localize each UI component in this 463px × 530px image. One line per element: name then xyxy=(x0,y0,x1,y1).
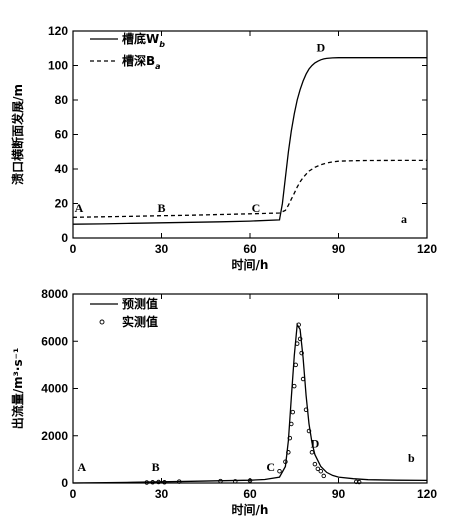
x-axis-label: 时间/h xyxy=(232,502,269,517)
data-point xyxy=(312,461,318,467)
y-tick-label: 8000 xyxy=(41,287,68,301)
data-point xyxy=(294,341,300,346)
legend-label: 预测值 xyxy=(122,296,158,311)
data-point xyxy=(162,480,167,485)
y-axis-label: 溃口横断面发展/m xyxy=(10,84,25,185)
data-point xyxy=(232,479,238,484)
data-point xyxy=(286,450,291,455)
data-point xyxy=(353,479,359,485)
data-point xyxy=(277,468,282,474)
data-point xyxy=(356,479,362,485)
series-line-1 xyxy=(72,322,428,484)
x-tick-label: 60 xyxy=(243,242,257,256)
data-point xyxy=(156,479,161,485)
annotation-label: A xyxy=(78,460,87,474)
data-point xyxy=(290,409,296,415)
y-tick-label: 0 xyxy=(61,231,68,245)
y-tick-label: 2000 xyxy=(41,429,68,443)
y-axis-label: 出流量/m³·s⁻¹ xyxy=(10,348,25,429)
x-tick-label: 120 xyxy=(417,487,437,501)
data-point xyxy=(247,478,253,483)
x-axis-label: 时间/h xyxy=(232,257,269,272)
data-point xyxy=(315,466,321,472)
data-point xyxy=(318,468,324,474)
x-tick-label: 0 xyxy=(70,487,77,501)
y-tick-label: 40 xyxy=(55,162,69,176)
panel-label: b xyxy=(408,451,415,465)
x-tick-label: 90 xyxy=(332,242,346,256)
annotation-label: C xyxy=(252,201,261,215)
x-tick-label: 60 xyxy=(243,487,257,501)
y-tick-label: 6000 xyxy=(41,334,68,348)
chart-panel-a: 0 30 60 90 120 0 20 40 60 80 100 120 时间/h 溃口横断面发展/m 槽底… xyxy=(10,24,437,272)
series-line-2 xyxy=(72,159,427,218)
annotation-label: D xyxy=(311,437,320,451)
y-tick-label: 60 xyxy=(55,128,69,142)
x-tick-label: 0 xyxy=(70,242,77,256)
data-point xyxy=(303,407,309,413)
data-point xyxy=(292,383,297,389)
data-point xyxy=(283,459,288,464)
legend-marker xyxy=(99,319,105,325)
x-tick-label: 90 xyxy=(332,487,346,501)
data-point xyxy=(300,376,306,382)
data-point xyxy=(299,350,304,356)
annotation-label: B xyxy=(152,460,160,474)
data-point xyxy=(309,450,315,455)
data-point xyxy=(218,478,223,484)
annotation-label: C xyxy=(266,460,275,474)
legend-label: 实测值 xyxy=(122,314,158,329)
y-tick-label: 4000 xyxy=(41,382,68,396)
y-tick-label: 80 xyxy=(55,93,69,107)
y-tick-label: 120 xyxy=(48,24,68,38)
x-tick-label: 120 xyxy=(417,242,437,256)
legend-label: 槽底Wb xyxy=(122,31,165,49)
series-line-1 xyxy=(72,57,427,225)
y-tick-label: 0 xyxy=(61,476,68,490)
data-point xyxy=(306,428,312,434)
data-point xyxy=(144,480,149,485)
data-point xyxy=(176,479,182,484)
data-point xyxy=(150,480,155,485)
annotation-label: A xyxy=(75,201,84,215)
x-tick-label: 30 xyxy=(155,487,169,501)
data-point xyxy=(297,336,303,342)
data-point xyxy=(289,421,294,427)
data-point xyxy=(287,435,293,441)
y-tick-label: 100 xyxy=(48,59,68,73)
panel-label: a xyxy=(401,212,407,226)
annotation-label: B xyxy=(157,201,165,215)
data-point xyxy=(293,362,298,368)
data-point xyxy=(296,322,301,327)
legend-label: 槽深Ba xyxy=(122,53,161,71)
annotation-label: D xyxy=(316,41,325,55)
x-tick-label: 30 xyxy=(155,242,169,256)
y-tick-label: 20 xyxy=(55,197,69,211)
chart-panel-b: 0 30 60 90 120 0 2000 4000 6000 8000 时间/h 出流量/m³·s⁻… xyxy=(10,287,437,517)
data-point xyxy=(321,473,327,479)
